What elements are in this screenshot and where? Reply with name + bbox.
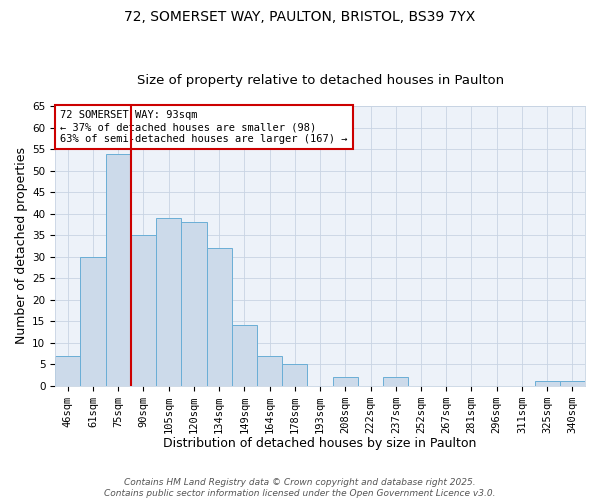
Bar (257, 356, 282, 386)
Bar (55, 356, 80, 386)
Bar (156, 218, 181, 386)
Title: Size of property relative to detached houses in Paulton: Size of property relative to detached ho… (137, 74, 503, 87)
X-axis label: Distribution of detached houses by size in Paulton: Distribution of detached houses by size … (163, 437, 477, 450)
Bar (232, 326, 257, 386)
Text: 72, SOMERSET WAY, PAULTON, BRISTOL, BS39 7YX: 72, SOMERSET WAY, PAULTON, BRISTOL, BS39… (124, 10, 476, 24)
Bar (383, 377, 409, 386)
Bar (181, 222, 206, 386)
Bar (282, 364, 307, 386)
Bar (80, 256, 106, 386)
Y-axis label: Number of detached properties: Number of detached properties (15, 148, 28, 344)
Bar (560, 382, 585, 386)
Bar (131, 235, 156, 386)
Text: Contains HM Land Registry data © Crown copyright and database right 2025.
Contai: Contains HM Land Registry data © Crown c… (104, 478, 496, 498)
Bar (206, 248, 232, 386)
Bar (332, 377, 358, 386)
Bar (106, 154, 131, 386)
Bar (535, 382, 560, 386)
Text: 72 SOMERSET WAY: 93sqm
← 37% of detached houses are smaller (98)
63% of semi-det: 72 SOMERSET WAY: 93sqm ← 37% of detached… (61, 110, 348, 144)
